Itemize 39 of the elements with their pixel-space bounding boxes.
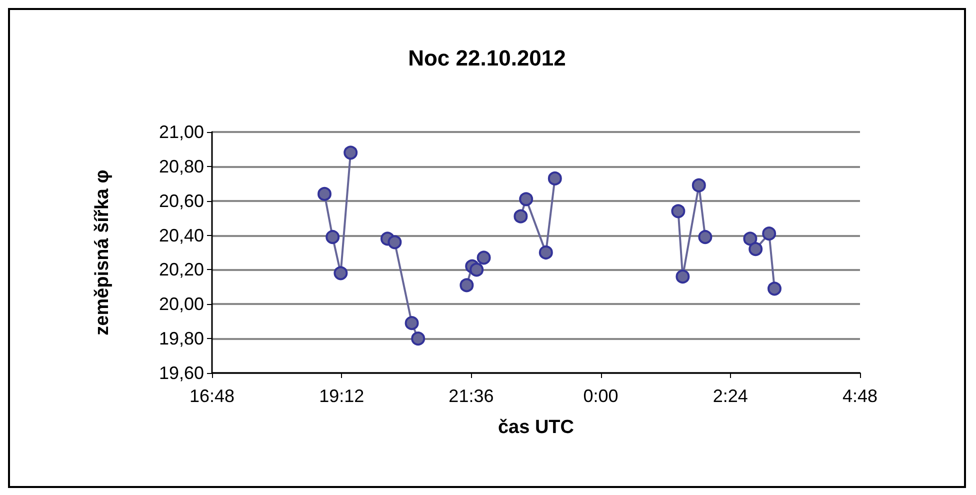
point (318, 186, 332, 201)
y-tick-label: 20,80 (158, 156, 204, 176)
point (519, 192, 534, 206)
point (334, 266, 348, 280)
y-tick-label: 21,00 (158, 122, 204, 142)
x-tick-label: 16:48 (189, 386, 235, 406)
point (514, 209, 528, 224)
y-tick-label: 19,80 (158, 328, 204, 349)
x-tick-label: 4:48 (842, 386, 878, 406)
point (676, 270, 690, 284)
y-tick-label: 20,20 (158, 260, 204, 280)
x-tick-label: 21:36 (448, 386, 494, 406)
x-axis-title: čas UTC (498, 417, 574, 438)
point (538, 246, 553, 260)
x-tick-label: 0:00 (583, 386, 618, 406)
point (671, 204, 686, 218)
point (344, 146, 358, 160)
point (411, 332, 426, 346)
y-tick-label: 19,60 (158, 363, 204, 383)
point (743, 232, 758, 246)
y-tick-label: 20,40 (158, 225, 204, 246)
point (404, 316, 419, 330)
point (460, 278, 474, 292)
point (762, 226, 776, 241)
point (548, 171, 562, 186)
chart-title: Noc 22.10.2012 (408, 46, 566, 70)
point (768, 282, 782, 296)
point (692, 178, 706, 192)
point (470, 262, 484, 277)
point (748, 242, 763, 256)
point (326, 230, 340, 244)
x-tick-label: 2:24 (712, 386, 748, 406)
point (388, 235, 402, 250)
x-tick-label: 19:12 (319, 386, 364, 406)
point (698, 230, 712, 244)
y-tick-label: 20,00 (158, 294, 204, 314)
point (476, 250, 491, 265)
y-tick-label: 20,60 (158, 190, 204, 211)
y-axis-title: zeměpisná šířka φ (92, 170, 113, 336)
